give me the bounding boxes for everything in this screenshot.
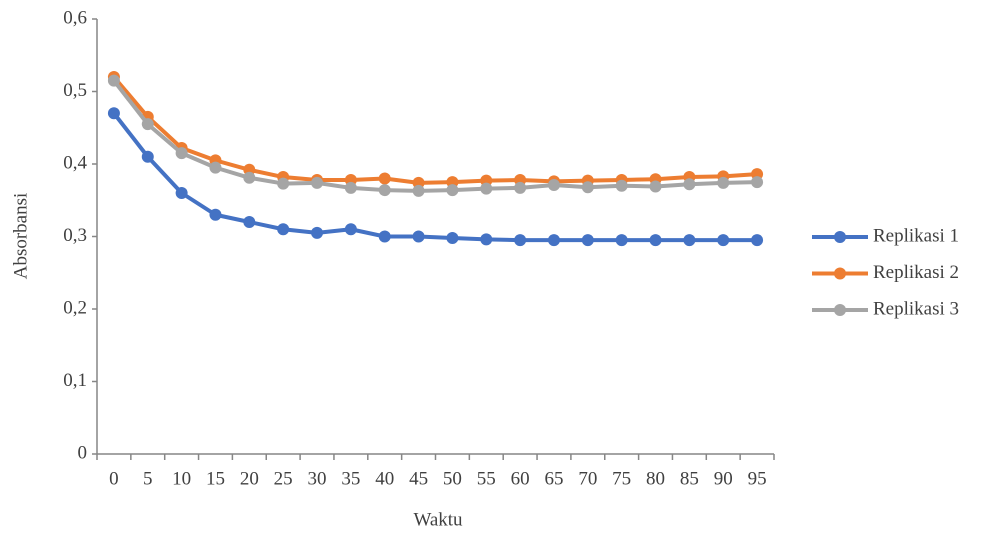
data-point [107,74,120,87]
data-point [649,234,662,247]
data-point [615,179,628,192]
data-point [446,231,459,244]
data-point [378,172,391,185]
y-tick-label: 0,4 [63,152,87,173]
data-point [107,107,120,120]
x-tick-label: 30 [308,468,327,489]
data-point [683,234,696,247]
x-tick-label: 65 [544,468,563,489]
data-point [378,184,391,197]
legend-marker [834,231,846,243]
x-tick-label: 90 [714,468,733,489]
y-tick-label: 0 [78,442,88,463]
x-tick-label: 80 [646,468,665,489]
data-point [581,234,594,247]
x-tick-label: 10 [172,468,191,489]
data-point [243,216,256,228]
legend-marker [834,267,846,280]
x-tick-label: 40 [375,468,394,489]
x-tick-label: 5 [143,468,153,489]
x-tick-label: 25 [274,468,293,489]
x-tick-label: 0 [109,468,119,489]
data-point [547,234,560,247]
x-tick-label: 20 [240,468,259,489]
y-axis-label: Absorbansi [10,193,31,280]
data-point [209,208,222,221]
x-tick-label: 55 [477,468,496,489]
data-point [581,181,594,194]
data-point [615,234,628,247]
x-axis-label: Waktu [413,509,463,530]
x-tick-label: 70 [578,468,597,489]
data-point [378,230,391,243]
y-tick-label: 0,5 [63,80,87,101]
y-tick-label: 0,3 [63,225,87,246]
y-tick-label: 0,1 [63,370,87,391]
data-point [175,187,188,199]
data-point [277,223,290,236]
legend-marker [834,304,846,316]
data-point [446,184,459,197]
data-point [751,176,764,189]
data-point [683,178,696,191]
data-point [751,234,764,247]
x-tick-label: 95 [748,468,767,489]
data-point [717,234,730,247]
data-point [141,150,154,163]
data-point [311,176,324,189]
x-tick-label: 60 [511,468,530,489]
data-point [277,177,290,190]
data-point [311,226,324,239]
data-point [344,181,357,194]
x-tick-label: 50 [443,468,462,489]
x-tick-label: 15 [206,468,225,489]
data-point [514,234,527,247]
x-tick-label: 75 [612,468,631,489]
legend-label: Replikasi 1 [873,225,959,246]
y-tick-label: 0,2 [63,297,87,318]
y-tick-label: 0,6 [63,7,87,28]
legend-label: Replikasi 2 [873,262,959,283]
data-point [209,161,222,174]
data-point [243,171,256,184]
x-tick-label: 85 [680,468,699,489]
legend-label: Replikasi 3 [873,298,959,319]
data-point [717,176,730,189]
data-point [141,118,154,131]
x-tick-label: 45 [409,468,428,489]
data-point [514,181,527,194]
data-point [412,184,425,197]
data-point [480,182,493,195]
data-point [649,180,662,193]
data-point [175,147,188,160]
data-point [344,223,357,236]
data-point [412,230,425,243]
x-tick-label: 35 [341,468,360,489]
data-point [480,233,493,246]
data-point [547,179,560,192]
series-line [112,79,758,193]
